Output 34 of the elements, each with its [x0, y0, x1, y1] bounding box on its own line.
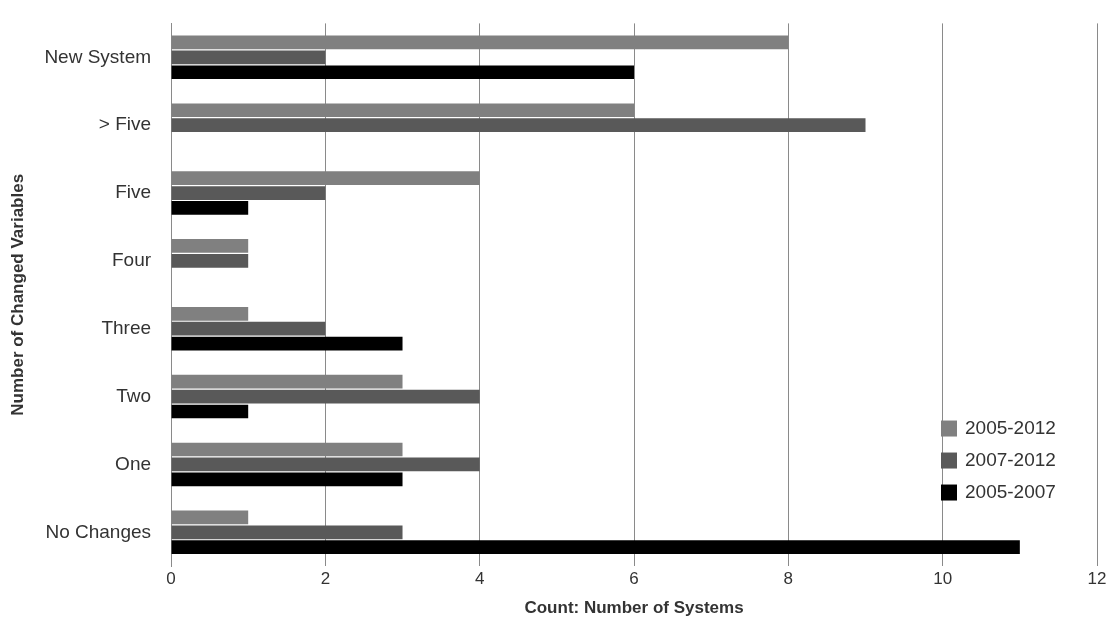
bar	[171, 186, 326, 200]
y-tick-label: Two	[116, 384, 152, 406]
y-tick-label: Five	[115, 181, 152, 203]
bar	[171, 472, 403, 487]
x-axis-title: Count: Number of Systems	[524, 598, 744, 618]
legend-label: 2007-2012	[965, 448, 1056, 470]
bar	[171, 540, 1020, 555]
x-tick-label: 4	[474, 569, 485, 589]
bar	[171, 404, 249, 419]
bar	[171, 65, 635, 80]
legend-label: 2005-2007	[965, 480, 1056, 502]
y-tick-label: Three	[101, 316, 152, 338]
x-tick-label: 10	[933, 569, 953, 589]
bar	[171, 254, 249, 268]
x-tick-label: 2	[320, 569, 331, 589]
y-axis-title: Number of Changed Variables	[7, 173, 27, 416]
y-tick-label: Four	[111, 249, 152, 271]
bar	[171, 457, 480, 472]
bar	[171, 201, 249, 215]
y-tick-label: New System	[44, 45, 152, 67]
y-tick-label: No Changes	[45, 520, 152, 542]
legend-label: 2005-2012	[965, 416, 1056, 438]
bar	[171, 118, 866, 133]
bar	[171, 525, 403, 540]
x-tick-label: 0	[166, 569, 176, 589]
bar	[171, 389, 480, 404]
y-tick-label: One	[115, 452, 152, 474]
bar	[171, 336, 403, 351]
x-tick-label: 8	[783, 569, 794, 589]
bar	[171, 50, 326, 65]
x-tick-label: 12	[1087, 569, 1107, 589]
x-tick-label: 6	[629, 569, 639, 589]
y-tick-label: > Five	[98, 113, 152, 135]
bar	[171, 321, 326, 336]
